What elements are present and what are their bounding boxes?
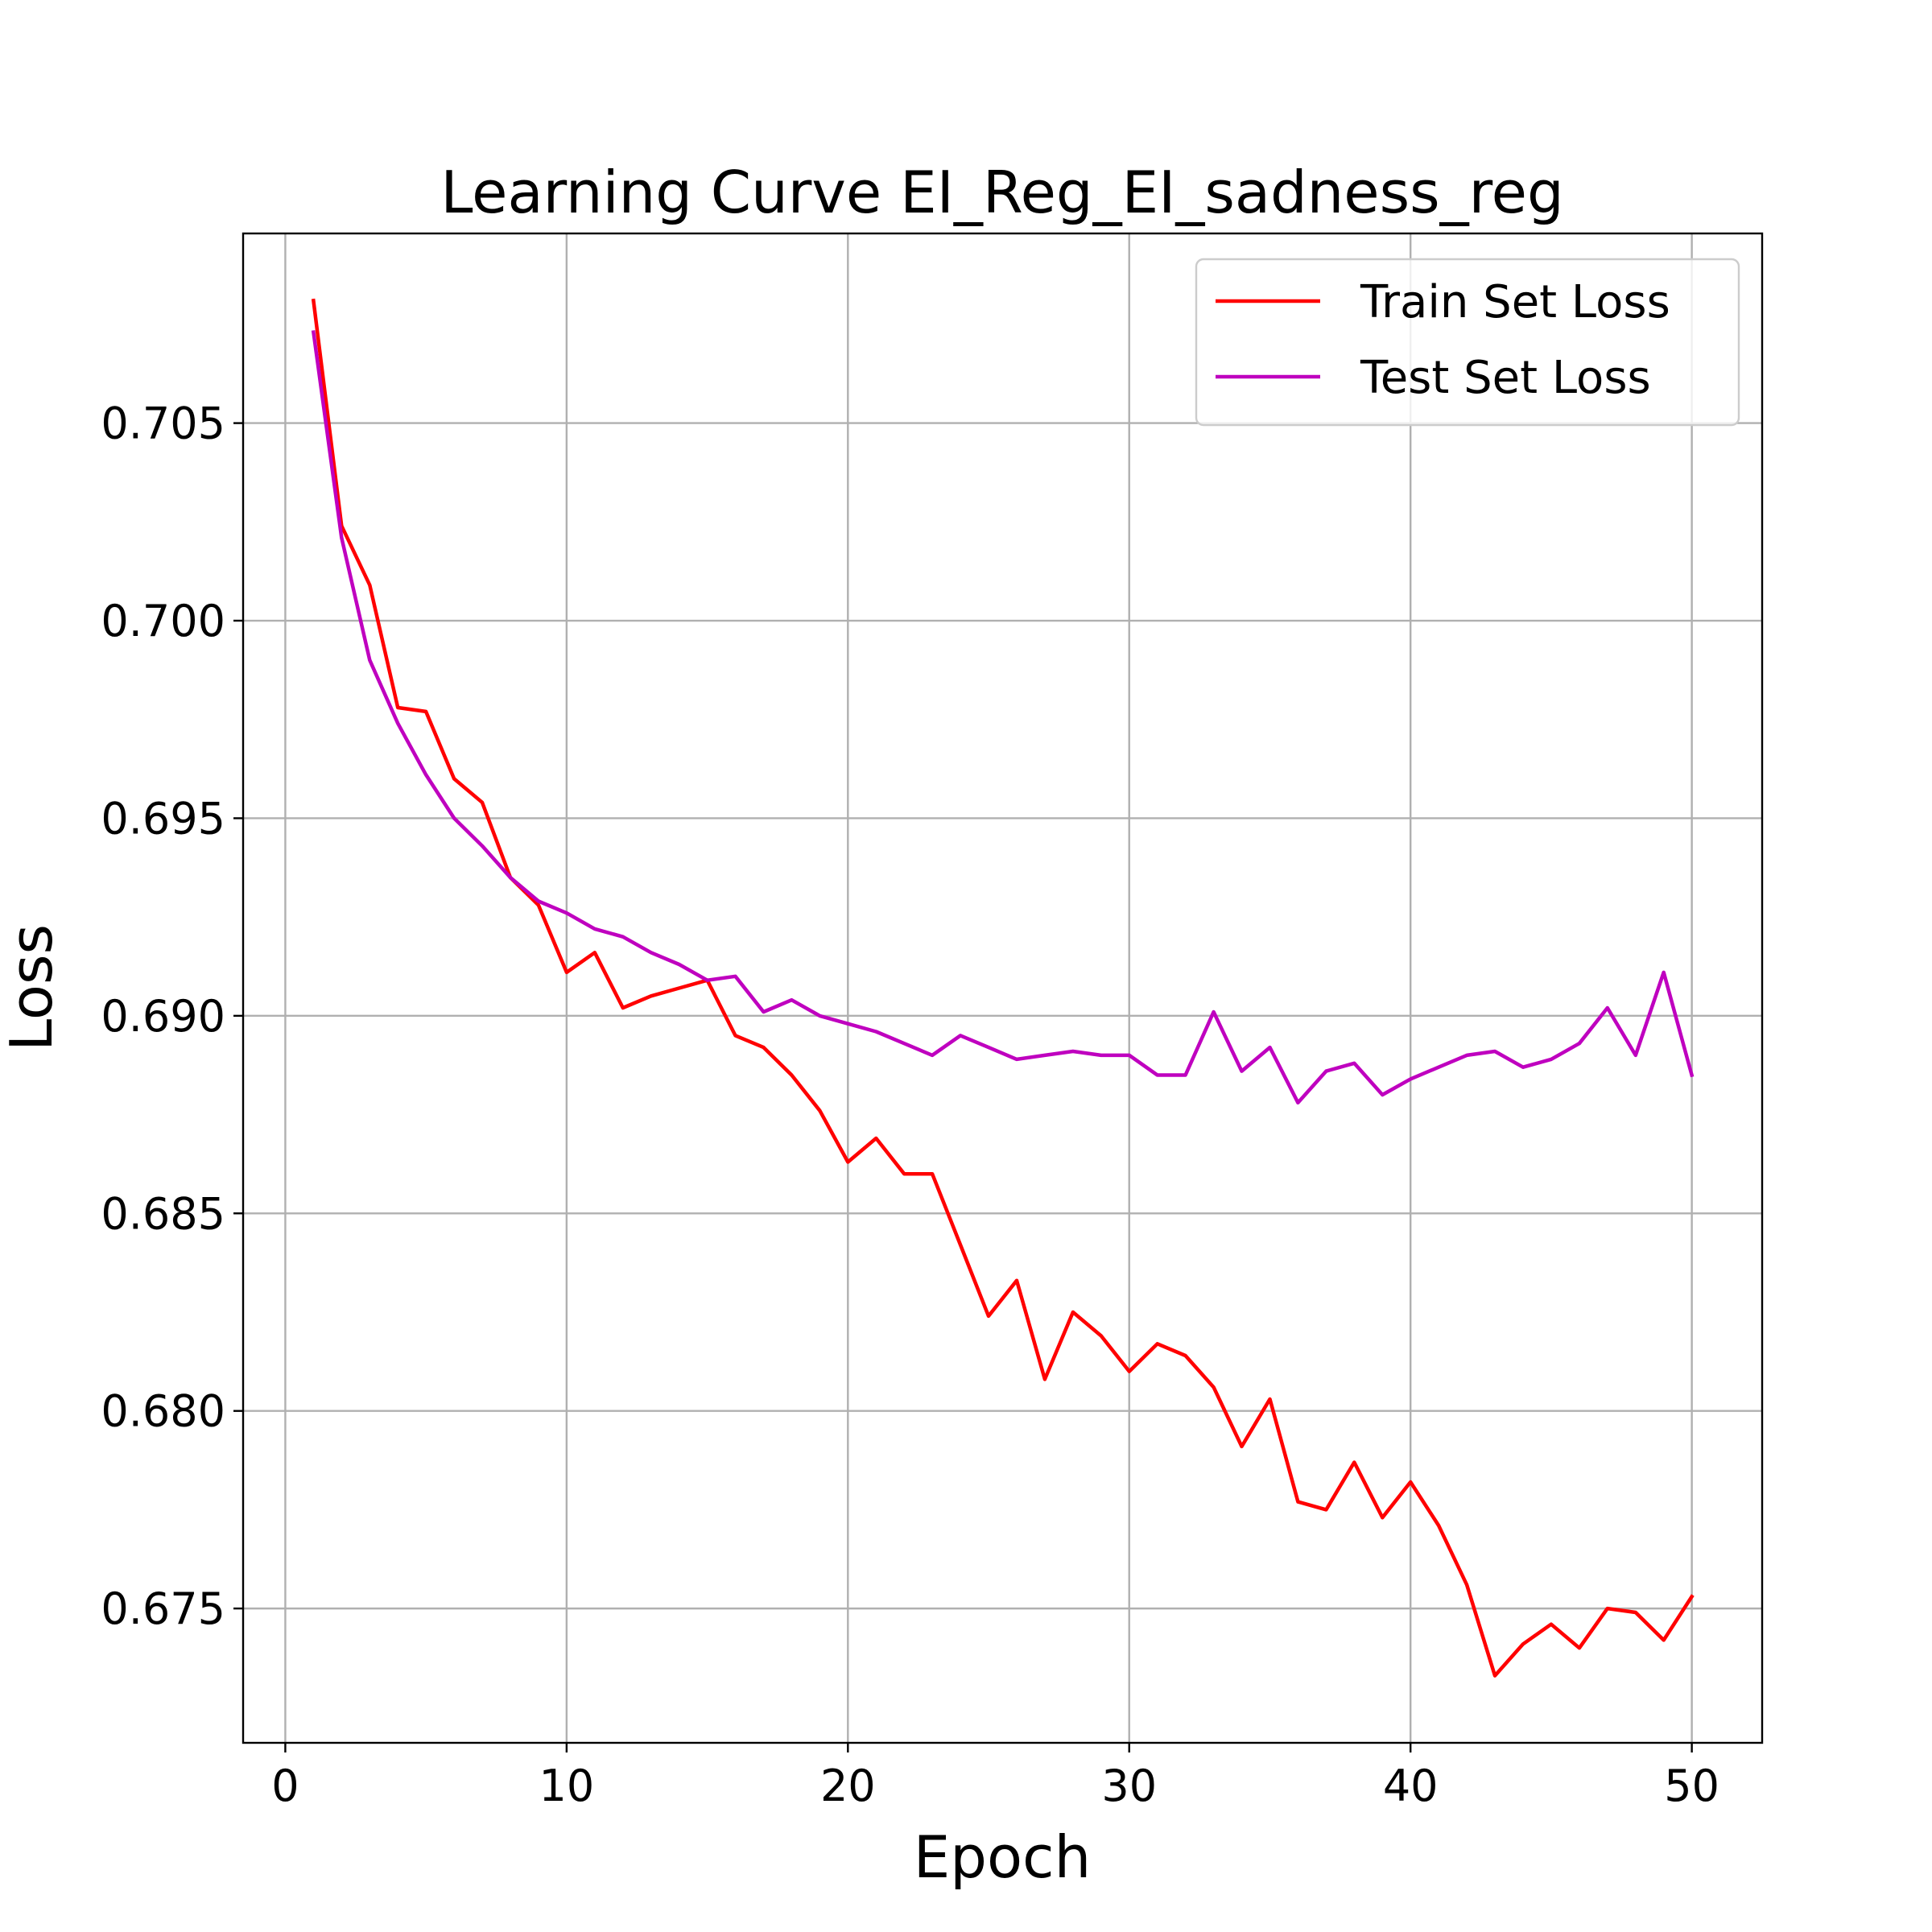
ticks: 0 10 20 30 40 50 0.675 0.680 0.685 0.690 0.695 0.70… <box>101 398 1719 1811</box>
chart-title: Learning Curve EI_Reg_EI_sadness_reg <box>440 159 1563 226</box>
y-tick-label: 0.695 <box>101 793 225 844</box>
y-tick-label: 0.680 <box>101 1386 225 1437</box>
x-axis-label: Epoch <box>914 1823 1091 1891</box>
grid <box>243 233 1762 1743</box>
axes-frame <box>242 232 1764 1744</box>
x-tick-label: 30 <box>1101 1761 1157 1811</box>
legend-label-test: Test Set Loss <box>1360 352 1651 404</box>
x-tick-label: 10 <box>539 1761 595 1811</box>
x-tick-label: 0 <box>271 1761 299 1811</box>
plot-area <box>243 233 1762 1743</box>
legend: Train Set Loss Test Set Loss <box>1195 258 1740 427</box>
legend-box <box>1195 258 1740 427</box>
test-loss-line <box>311 330 1695 1105</box>
x-tick-label: 20 <box>820 1761 876 1811</box>
y-tick-label: 0.700 <box>101 596 225 646</box>
series-lines <box>311 298 1695 1678</box>
y-tick-label: 0.685 <box>101 1188 225 1239</box>
x-tick-label: 50 <box>1664 1761 1719 1811</box>
y-tick-label: 0.675 <box>101 1583 225 1634</box>
y-tick-label: 0.705 <box>101 398 225 449</box>
y-tick-label: 0.690 <box>101 991 225 1042</box>
y-axis-label: Loss <box>0 924 65 1051</box>
legend-label-train: Train Set Loss <box>1360 276 1670 328</box>
train-loss-line <box>311 298 1695 1678</box>
x-tick-label: 40 <box>1383 1761 1439 1811</box>
